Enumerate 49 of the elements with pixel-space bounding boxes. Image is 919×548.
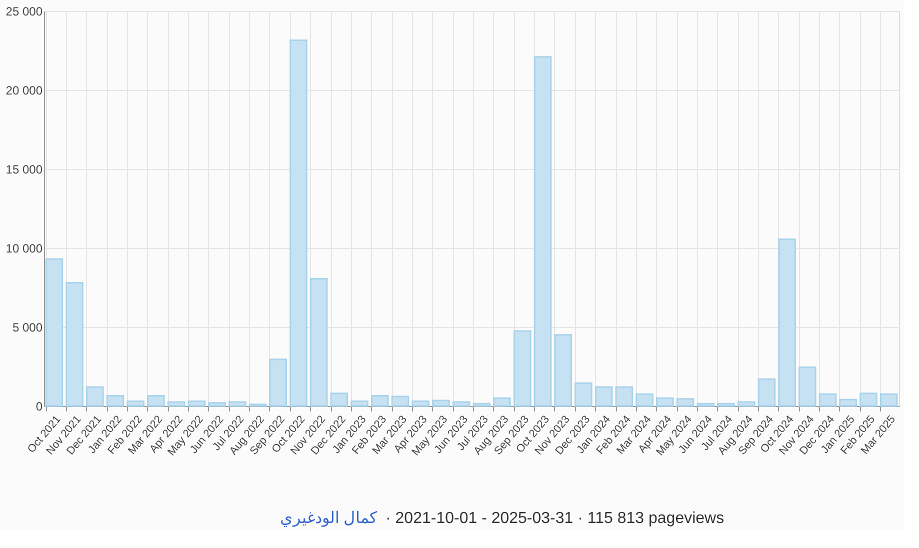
bar: [493, 397, 511, 407]
bar: [371, 394, 389, 407]
bar: [350, 400, 368, 407]
bar: [45, 258, 64, 407]
bar: [860, 392, 878, 407]
bar: [432, 400, 450, 407]
bar: [208, 402, 226, 407]
bar: [615, 386, 634, 407]
bar: [696, 402, 714, 407]
text: كمال الودغيري: [280, 510, 378, 527]
bar: [818, 393, 837, 407]
bar: [798, 366, 816, 407]
bar: [472, 402, 491, 407]
bar: [656, 397, 674, 407]
y-tick-label: 15 000: [6, 162, 43, 176]
bar: [290, 39, 308, 407]
bar: [717, 402, 735, 407]
bar: [86, 386, 104, 407]
bar: [228, 401, 246, 407]
text: · 2021-10-01 - 2025-03-31 · 115 813 pageviews: [386, 510, 724, 527]
bar: [514, 330, 532, 407]
y-tick-label: 25 000: [6, 4, 43, 18]
bar: [147, 394, 165, 407]
bar: [106, 394, 124, 407]
bar: [330, 392, 348, 407]
y-tick-label: 0: [36, 400, 43, 414]
bar: [839, 398, 857, 407]
bar: [534, 56, 552, 407]
bar: [594, 386, 613, 407]
bar: [126, 400, 144, 407]
bar: [737, 401, 756, 407]
y-tick-label: 5 000: [12, 320, 43, 334]
bar: [167, 401, 186, 407]
bar: [574, 382, 592, 407]
bar: [676, 398, 694, 407]
y-tick-label: 10 000: [6, 242, 43, 256]
bar: [188, 400, 206, 407]
bar: [66, 282, 84, 407]
bar: [269, 358, 287, 407]
bar: [880, 393, 898, 407]
bar: [310, 278, 328, 407]
bar: [778, 238, 796, 407]
bar: [636, 393, 654, 407]
bar: [452, 401, 470, 407]
bar: [554, 334, 572, 407]
bar: [758, 378, 776, 407]
y-tick-label: 20 000: [6, 84, 43, 98]
bar: [391, 396, 410, 407]
bar: [412, 400, 430, 407]
